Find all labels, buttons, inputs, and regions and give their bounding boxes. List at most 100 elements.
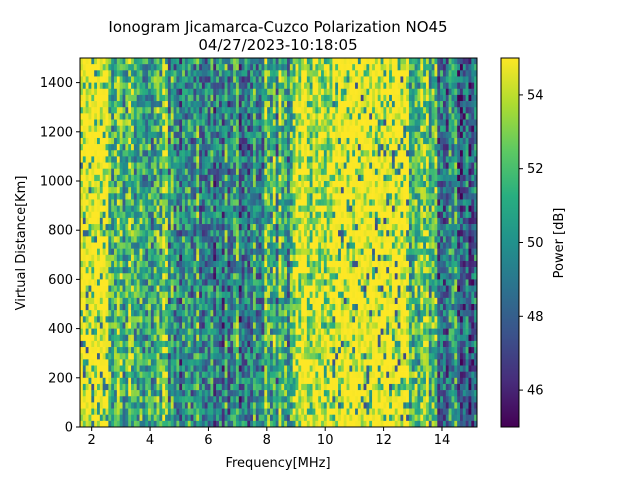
heatmap-cell — [165, 168, 169, 176]
heatmap-cell — [145, 58, 149, 65]
heatmap-cell — [94, 359, 98, 366]
heatmap-cell — [275, 217, 279, 225]
heatmap-cell — [182, 279, 186, 286]
heatmap-cell — [88, 94, 92, 102]
heatmap-cell — [114, 414, 118, 422]
heatmap-cell — [114, 383, 118, 391]
heatmap-cell — [275, 402, 279, 409]
heatmap-cell — [153, 168, 157, 176]
heatmap-cell — [295, 150, 299, 157]
heatmap-cell — [176, 82, 180, 90]
heatmap-cell — [196, 211, 200, 219]
heatmap-cell — [167, 156, 172, 163]
heatmap-cell — [145, 94, 149, 102]
heatmap-cell — [88, 88, 92, 96]
heatmap-cell — [145, 254, 149, 262]
heatmap-cell — [284, 88, 288, 96]
heatmap-cell — [275, 187, 279, 194]
heatmap-cell — [91, 107, 95, 114]
heatmap-cell — [275, 242, 279, 249]
heatmap-cell — [94, 94, 98, 102]
heatmap-cell — [312, 236, 316, 243]
heatmap-cell — [148, 408, 152, 415]
heatmap-cell — [150, 156, 155, 163]
heatmap-cell — [170, 390, 174, 397]
heatmap-cell — [91, 211, 95, 219]
heatmap-cell — [250, 273, 254, 280]
heatmap-cell — [80, 168, 84, 176]
heatmap-cell — [94, 58, 98, 65]
heatmap-cell — [258, 150, 262, 157]
heatmap-cell — [216, 285, 220, 292]
heatmap-cell — [315, 107, 319, 114]
heatmap-cell — [201, 82, 206, 90]
heatmap-cell — [267, 230, 271, 237]
heatmap-cell — [264, 64, 268, 71]
heatmap-cell — [167, 113, 172, 120]
heatmap-cell — [108, 377, 112, 385]
heatmap-cell — [267, 254, 271, 262]
heatmap-cell — [105, 224, 109, 231]
heatmap-cell — [125, 156, 129, 163]
heatmap-cell — [199, 365, 203, 372]
heatmap-cell — [301, 267, 305, 274]
heatmap-cell — [298, 365, 302, 372]
heatmap-cell — [94, 371, 98, 379]
heatmap-cell — [119, 304, 123, 311]
heatmap-cell — [108, 113, 112, 120]
heatmap-cell — [218, 316, 223, 323]
heatmap-cell — [218, 304, 223, 311]
heatmap-cell — [122, 279, 126, 286]
heatmap-cell — [128, 242, 132, 249]
heatmap-cell — [179, 359, 183, 366]
heatmap-cell — [235, 76, 240, 83]
heatmap-cell — [111, 181, 115, 188]
heatmap-cell — [128, 279, 132, 286]
heatmap-cell — [267, 377, 271, 385]
heatmap-cell — [88, 242, 92, 249]
heatmap-cell — [131, 119, 135, 126]
heatmap-cell — [128, 199, 132, 206]
heatmap-cell — [244, 217, 248, 225]
heatmap-cell — [216, 279, 220, 286]
heatmap-cell — [233, 199, 237, 206]
heatmap-cell — [272, 58, 276, 65]
heatmap-cell — [295, 174, 299, 182]
heatmap-cell — [201, 402, 206, 409]
heatmap-cell — [269, 304, 274, 311]
heatmap-cell — [125, 94, 129, 102]
heatmap-cell — [111, 193, 115, 200]
heatmap-cell — [182, 334, 186, 342]
heatmap-cell — [165, 414, 169, 422]
heatmap-cell — [99, 156, 103, 163]
heatmap-cell — [224, 279, 228, 286]
heatmap-cell — [199, 273, 203, 280]
heatmap-cell — [238, 267, 242, 274]
heatmap-cell — [97, 353, 101, 360]
heatmap-cell — [306, 137, 310, 145]
heatmap-cell — [284, 334, 288, 342]
heatmap-cell — [122, 414, 126, 422]
heatmap-cell — [85, 390, 89, 397]
heatmap-cell — [295, 76, 299, 83]
heatmap-cell — [105, 193, 109, 200]
heatmap-cell — [88, 162, 92, 169]
heatmap-cell — [278, 285, 282, 292]
heatmap-cell — [298, 64, 302, 71]
heatmap-cell — [309, 254, 313, 262]
heatmap-cell — [304, 125, 308, 133]
heatmap-cell — [102, 76, 106, 83]
heatmap-cell — [241, 217, 245, 225]
heatmap-cell — [258, 260, 262, 268]
heatmap-cell — [309, 82, 313, 90]
heatmap-cell — [312, 340, 316, 348]
heatmap-cell — [182, 291, 186, 299]
heatmap-cell — [162, 94, 166, 102]
heatmap-cell — [264, 328, 268, 336]
heatmap-cell — [255, 414, 259, 422]
heatmap-cell — [114, 396, 118, 403]
heatmap-cell — [269, 224, 274, 231]
heatmap-cell — [250, 304, 254, 311]
heatmap-cell — [142, 230, 146, 237]
heatmap-cell — [190, 322, 194, 329]
